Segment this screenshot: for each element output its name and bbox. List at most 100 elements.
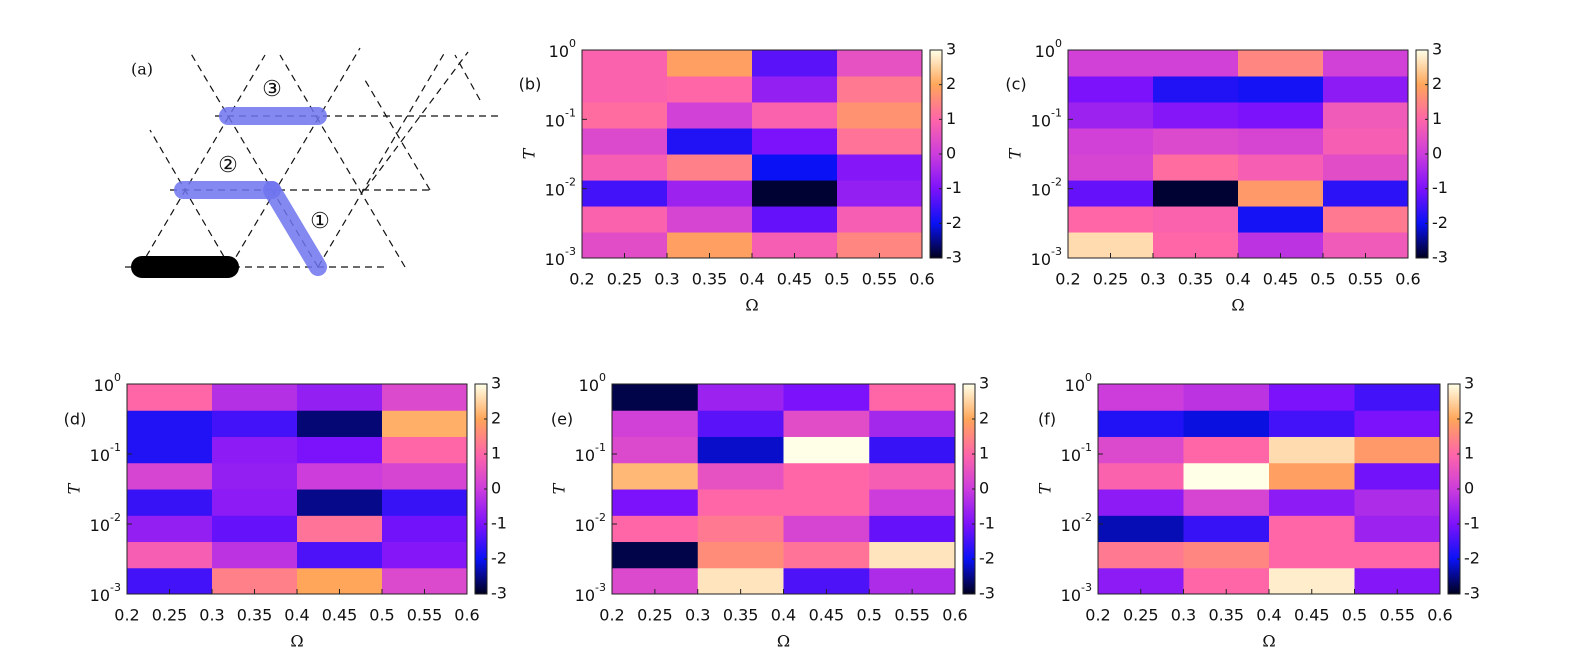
heatmap-cell bbox=[752, 75, 838, 103]
x-tick-label: 0.35 bbox=[1208, 606, 1244, 625]
bond-1 bbox=[263, 181, 327, 276]
x-tick-label: 0.35 bbox=[723, 606, 759, 625]
colorbar-tick-label: -3 bbox=[1432, 248, 1448, 267]
heatmap-cell bbox=[382, 541, 468, 569]
heatmap-cell bbox=[837, 206, 923, 233]
heatmap-cell bbox=[127, 462, 213, 490]
heatmap-cell bbox=[1354, 410, 1441, 437]
x-tick-label: 0.35 bbox=[692, 270, 728, 289]
y-axis-label: T bbox=[1006, 147, 1025, 159]
heatmap-cell bbox=[667, 180, 753, 207]
y-tick-exponent: 0 bbox=[114, 371, 121, 384]
x-tick-label: 0.6 bbox=[454, 606, 479, 625]
heatmap-cell bbox=[1153, 101, 1239, 129]
heatmap-cell bbox=[1153, 127, 1239, 155]
heatmap-cell bbox=[1323, 127, 1409, 155]
x-tick-label: 0.6 bbox=[909, 270, 934, 289]
x-tick-label: 0.45 bbox=[809, 606, 845, 625]
colorbar-tick-label: 2 bbox=[1464, 409, 1474, 428]
heatmap-cell bbox=[783, 384, 870, 411]
heatmap-cell bbox=[837, 154, 923, 181]
heatmap-cell bbox=[783, 515, 870, 543]
heatmap-cell bbox=[1238, 75, 1324, 103]
heatmap-cell bbox=[1323, 75, 1409, 103]
colorbar-tick-label: 1 bbox=[946, 109, 956, 128]
heatmap-cell bbox=[612, 462, 699, 490]
x-axis-label: Ω bbox=[777, 632, 790, 651]
y-tick-label: 100 bbox=[579, 371, 606, 395]
y-tick-label: 10-2 bbox=[1061, 511, 1092, 535]
heatmap-cell bbox=[127, 489, 213, 516]
x-tick-label: 0.4 bbox=[1256, 606, 1281, 625]
x-tick-label: 0.45 bbox=[322, 606, 358, 625]
y-tick-base: 10 bbox=[545, 250, 565, 269]
y-tick-base: 10 bbox=[545, 180, 565, 199]
heatmap-cell bbox=[783, 462, 870, 490]
heatmap-cell bbox=[297, 515, 383, 543]
heatmap-cell bbox=[612, 436, 699, 464]
heatmap-cell bbox=[1269, 410, 1355, 437]
x-tick-label: 0.25 bbox=[1123, 606, 1159, 625]
heatmap-cell bbox=[869, 462, 956, 490]
heatmap-cell bbox=[697, 489, 784, 516]
heatmap-cell bbox=[212, 384, 298, 411]
heatmap-cell bbox=[1354, 462, 1441, 490]
x-axis-label: Ω bbox=[745, 296, 758, 315]
y-tick-label: 10-3 bbox=[545, 245, 576, 269]
x-tick-label: 0.25 bbox=[637, 606, 673, 625]
heatmap-cell bbox=[1183, 462, 1270, 490]
y-tick-exponent: -3 bbox=[110, 581, 121, 594]
x-tick-label: 0.2 bbox=[114, 606, 139, 625]
heatmap-panel: 0.2 0.25 0.3 0.35 0.4 0.45 0.5 0.55 0.610-310-21… bbox=[1036, 371, 1480, 651]
colorbar-tick-label: 0 bbox=[1464, 479, 1474, 498]
y-tick-exponent: -1 bbox=[595, 441, 606, 454]
x-tick-label: 0.25 bbox=[607, 270, 643, 289]
heatmap-cell bbox=[1269, 515, 1355, 543]
x-tick-label: 0.5 bbox=[1342, 606, 1367, 625]
heatmap-cell bbox=[1153, 50, 1239, 77]
y-tick-label: 100 bbox=[549, 37, 576, 61]
x-tick-label: 0.3 bbox=[685, 606, 710, 625]
colorbar-tick-label: -2 bbox=[1464, 549, 1480, 568]
y-tick-label: 100 bbox=[1035, 37, 1062, 61]
y-axis-label: T bbox=[1036, 482, 1055, 494]
heatmap-cell bbox=[1068, 154, 1154, 181]
x-tick-label: 0.2 bbox=[1055, 270, 1080, 289]
heatmap-cell bbox=[1323, 154, 1409, 181]
heatmap-cell bbox=[837, 180, 923, 207]
y-tick-base: 10 bbox=[1061, 586, 1081, 605]
heatmap-cell bbox=[697, 410, 784, 437]
y-tick-base: 10 bbox=[579, 376, 599, 395]
y-tick-exponent: -2 bbox=[565, 176, 576, 189]
y-tick-exponent: 0 bbox=[1085, 371, 1092, 384]
heatmap-cell bbox=[582, 50, 668, 77]
colorbar-tick-label: 2 bbox=[1432, 74, 1442, 93]
y-tick-exponent: -3 bbox=[1051, 245, 1062, 258]
heatmap-cell bbox=[382, 489, 468, 516]
heatmap-cell bbox=[667, 75, 753, 103]
x-tick-label: 0.6 bbox=[942, 606, 967, 625]
y-tick-base: 10 bbox=[1061, 446, 1081, 465]
heatmap-cell bbox=[1238, 154, 1324, 181]
lattice-diagram: (a) ① ② ③ bbox=[125, 47, 500, 278]
heatmap-cell bbox=[1238, 127, 1324, 155]
heatmap-cell bbox=[1153, 180, 1239, 207]
y-tick-base: 10 bbox=[1031, 180, 1051, 199]
colorbar-tick-label: -3 bbox=[1464, 584, 1480, 603]
heatmap-cell bbox=[1153, 206, 1239, 233]
heatmap-cell bbox=[752, 127, 838, 155]
heatmap-cell bbox=[212, 541, 298, 569]
panel-label: (e) bbox=[551, 410, 573, 429]
x-tick-label: 0.4 bbox=[771, 606, 796, 625]
heatmap-cell bbox=[297, 541, 383, 569]
colorbar-tick-label: -1 bbox=[946, 178, 962, 197]
heatmap-cell bbox=[1269, 384, 1355, 411]
x-tick-label: 0.5 bbox=[1310, 270, 1335, 289]
x-tick-label: 0.3 bbox=[1140, 270, 1165, 289]
colorbar-tick-label: 3 bbox=[1464, 374, 1474, 393]
x-tick-label: 0.2 bbox=[569, 270, 594, 289]
heatmap-cell bbox=[1098, 515, 1184, 543]
heatmap-cell bbox=[783, 436, 870, 464]
heatmap-cell bbox=[212, 515, 298, 543]
heatmap-cell bbox=[1323, 50, 1409, 77]
